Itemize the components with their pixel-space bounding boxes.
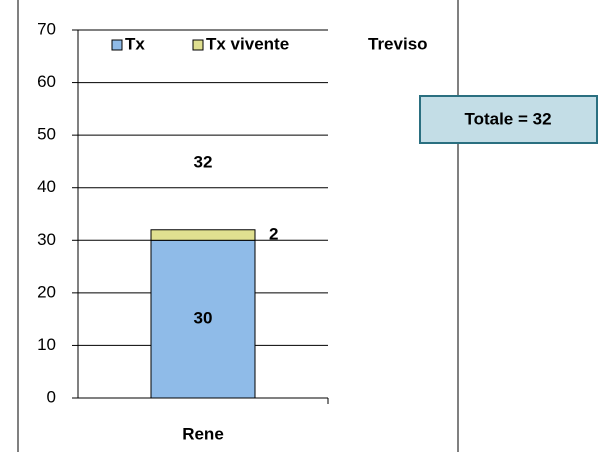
y-tick-label: 40 bbox=[37, 177, 56, 196]
legend-label: Tx bbox=[125, 34, 145, 53]
y-tick-label: 50 bbox=[37, 125, 56, 144]
total-label: 32 bbox=[194, 152, 213, 171]
bar-segment bbox=[150, 239, 256, 399]
x-tick-label: Rene bbox=[182, 424, 224, 443]
legend-label: Tx vivente bbox=[206, 34, 289, 53]
y-tick-label: 10 bbox=[37, 335, 56, 354]
annotation: Totale = 32 bbox=[464, 109, 551, 128]
y-tick-label: 30 bbox=[37, 230, 56, 249]
legend-swatch bbox=[111, 39, 123, 51]
y-tick-label: 20 bbox=[37, 282, 56, 301]
y-tick-label: 60 bbox=[37, 72, 56, 91]
annotation-box bbox=[419, 95, 598, 144]
legend-swatch bbox=[192, 39, 204, 51]
value-label: 30 bbox=[194, 309, 213, 328]
y-tick-label: 0 bbox=[47, 387, 56, 406]
y-tick-label: 70 bbox=[37, 19, 56, 38]
bar-segment bbox=[150, 229, 256, 241]
value-label: 2 bbox=[269, 225, 278, 244]
legend-subtitle: Treviso bbox=[368, 34, 428, 53]
